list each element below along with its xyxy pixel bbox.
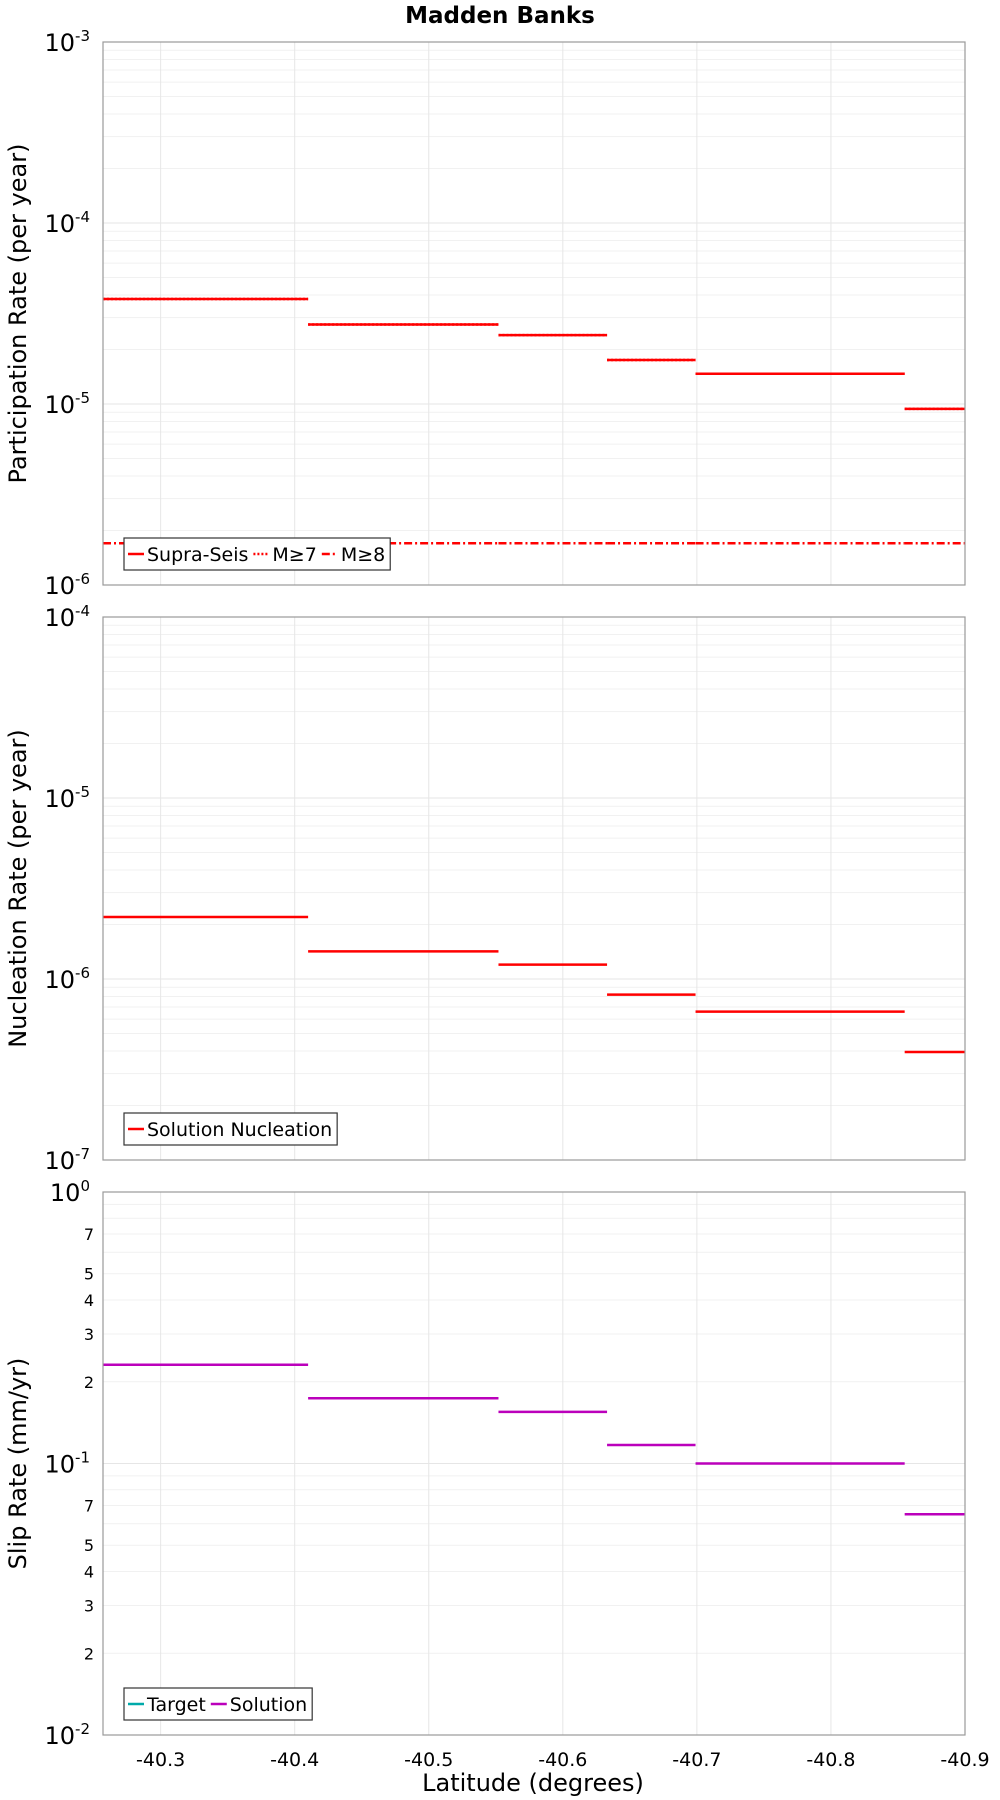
x-tick-label: -40.4 — [270, 1749, 319, 1771]
panel-2: 10-4 10-5 10-6 10-7 Nucleation Rate (per yea… — [4, 602, 966, 1175]
y-tick-label: 10-2 — [44, 1720, 90, 1750]
y-axis-label: Nucleation Rate (per year) — [4, 729, 32, 1048]
y-minor-tick-label: 7 — [84, 1497, 94, 1516]
y-minor-tick-label: 2 — [84, 1373, 94, 1392]
y-minor-tick-label: 7 — [84, 1225, 94, 1244]
y-tick-label: 10-1 — [44, 1449, 90, 1479]
y-minor-tick-label: 4 — [84, 1291, 94, 1310]
legend-entry: M≥8 — [341, 544, 385, 566]
y-tick-label: 10-7 — [44, 1145, 90, 1175]
legend: Supra-Seis M≥7 M≥8 — [123, 537, 391, 571]
x-tick-label: -40.7 — [672, 1749, 721, 1771]
legend-entry: Solution — [230, 1694, 307, 1716]
chart-title: Madden Banks — [405, 3, 595, 29]
panel-1: 10-3 10-4 10-5 10-6 Participation Rate (per … — [4, 27, 966, 600]
plot-frame — [102, 616, 966, 1161]
x-tick-label: -40.3 — [136, 1749, 185, 1771]
legend: Target Solution — [123, 1687, 313, 1721]
plot-frame — [102, 41, 966, 586]
y-tick-label: 10-5 — [44, 389, 90, 419]
y-tick-label: 100 — [50, 1177, 90, 1207]
x-tick-label: -40.9 — [940, 1749, 989, 1771]
y-tick-label: 10-4 — [44, 602, 90, 632]
x-tick-label: -40.8 — [806, 1749, 855, 1771]
x-tick-label: -40.5 — [404, 1749, 453, 1771]
legend-box — [123, 537, 391, 571]
plot-area — [103, 42, 965, 585]
legend-entry: Target — [146, 1694, 206, 1716]
y-tick-label: 10-5 — [44, 783, 90, 813]
legend-entry: Solution Nucleation — [147, 1119, 332, 1141]
panel-3: 100 10-1 10-2 7 5 4 3 2 7 5 4 3 2 Slip Rate (mm/yr) Ta… — [4, 1177, 966, 1750]
plot-area — [103, 617, 965, 1160]
y-tick-label: 10-3 — [44, 27, 90, 57]
y-minor-tick-label: 5 — [84, 1265, 94, 1284]
x-tick-label: -40.6 — [538, 1749, 587, 1771]
y-minor-tick-label: 2 — [84, 1644, 94, 1663]
y-minor-tick-label: 5 — [84, 1536, 94, 1555]
legend-box — [123, 1112, 338, 1146]
legend-entry: M≥7 — [272, 544, 316, 566]
panels-layer: 10-3 10-4 10-5 10-6 Participation Rate (per … — [4, 27, 990, 1771]
y-minor-tick-label: 4 — [84, 1563, 94, 1582]
legend: Solution Nucleation — [123, 1112, 338, 1146]
plot-frame — [102, 1191, 966, 1736]
y-tick-label: 10-6 — [44, 570, 90, 600]
y-minor-tick-label: 3 — [84, 1325, 94, 1344]
y-minor-tick-label: 3 — [84, 1596, 94, 1615]
y-tick-label: 10-6 — [44, 964, 90, 994]
legend-entry: Supra-Seis — [147, 544, 248, 566]
y-tick-label: 10-4 — [44, 208, 90, 238]
y-axis-label: Participation Rate (per year) — [4, 144, 32, 484]
y-axis-label: Slip Rate (mm/yr) — [4, 1358, 32, 1570]
x-axis-label: Latitude (degrees) — [422, 1769, 644, 1797]
